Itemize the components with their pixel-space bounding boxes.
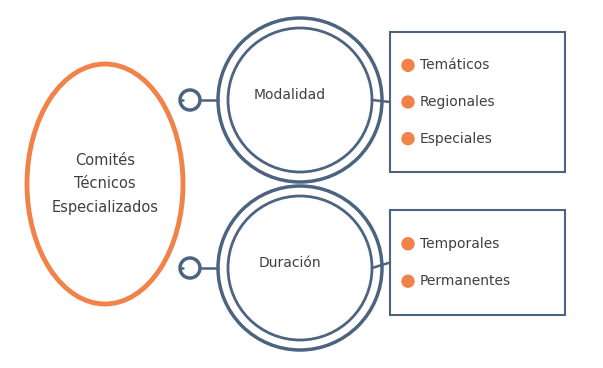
Ellipse shape (402, 59, 414, 71)
Text: Comités
Técnicos
Especializados: Comités Técnicos Especializados (51, 153, 159, 215)
Ellipse shape (402, 133, 414, 145)
Ellipse shape (402, 96, 414, 108)
Ellipse shape (402, 275, 414, 287)
Text: Regionales: Regionales (420, 95, 496, 109)
Text: Duración: Duración (259, 256, 321, 270)
Text: Modalidad: Modalidad (254, 88, 326, 102)
Ellipse shape (402, 238, 414, 250)
Text: Permanentes: Permanentes (420, 274, 511, 288)
Text: Temáticos: Temáticos (420, 59, 490, 72)
Text: Especiales: Especiales (420, 132, 493, 146)
Text: Temporales: Temporales (420, 237, 499, 251)
